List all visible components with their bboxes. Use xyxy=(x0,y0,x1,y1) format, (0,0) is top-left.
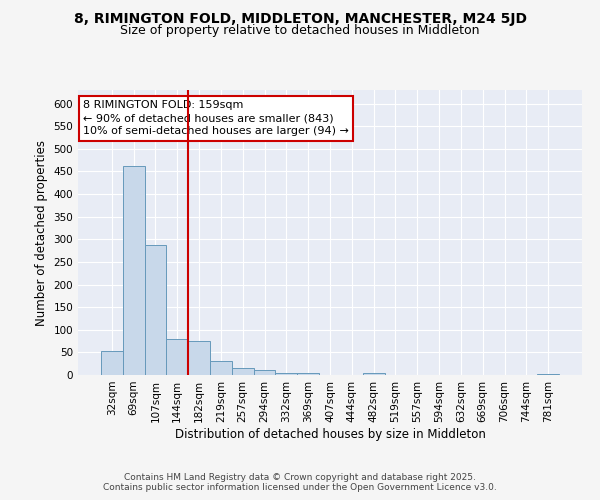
Text: 8 RIMINGTON FOLD: 159sqm
← 90% of detached houses are smaller (843)
10% of semi-: 8 RIMINGTON FOLD: 159sqm ← 90% of detach… xyxy=(83,100,349,136)
Bar xyxy=(232,368,254,375)
Bar xyxy=(297,373,319,375)
Bar xyxy=(363,372,385,375)
Bar xyxy=(101,351,123,375)
Bar xyxy=(123,166,145,375)
Bar xyxy=(537,374,559,375)
X-axis label: Distribution of detached houses by size in Middleton: Distribution of detached houses by size … xyxy=(175,428,485,440)
Bar xyxy=(145,244,166,375)
Y-axis label: Number of detached properties: Number of detached properties xyxy=(35,140,48,326)
Bar xyxy=(254,370,275,375)
Bar xyxy=(210,361,232,375)
Bar xyxy=(275,372,297,375)
Bar xyxy=(166,339,188,375)
Text: 8, RIMINGTON FOLD, MIDDLETON, MANCHESTER, M24 5JD: 8, RIMINGTON FOLD, MIDDLETON, MANCHESTER… xyxy=(74,12,527,26)
Text: Contains HM Land Registry data © Crown copyright and database right 2025.
Contai: Contains HM Land Registry data © Crown c… xyxy=(103,473,497,492)
Bar xyxy=(188,341,210,375)
Text: Size of property relative to detached houses in Middleton: Size of property relative to detached ho… xyxy=(120,24,480,37)
